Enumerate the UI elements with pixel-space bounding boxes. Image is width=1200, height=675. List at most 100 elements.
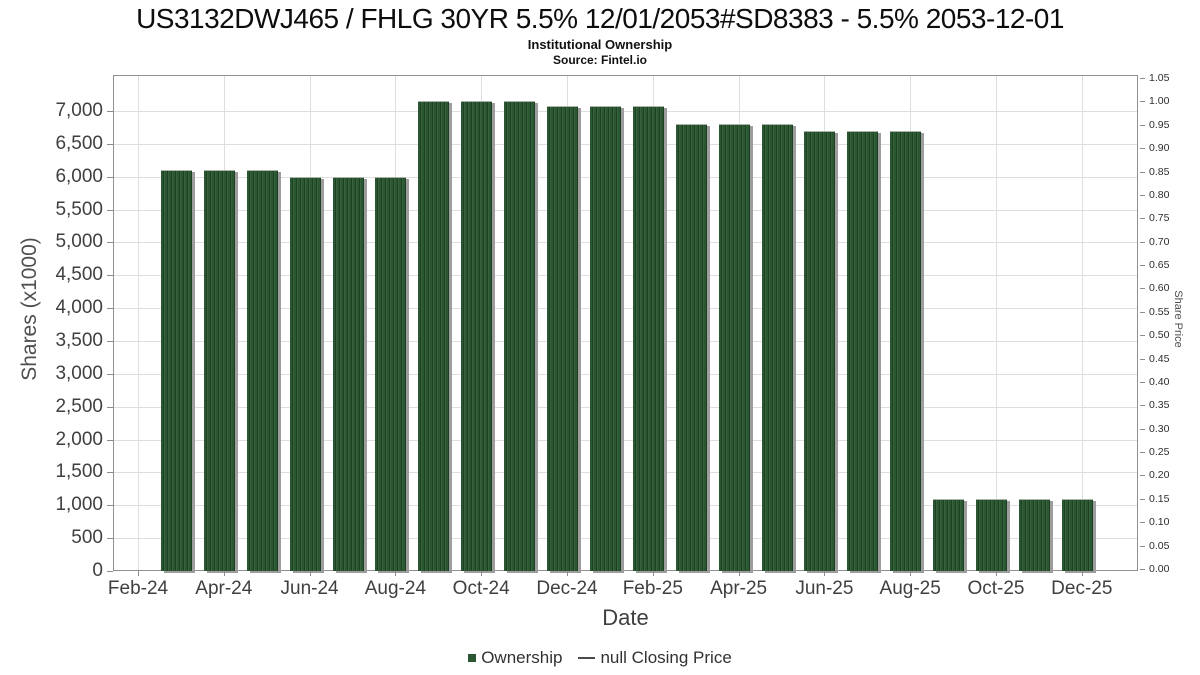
- legend-label: Ownership: [481, 648, 563, 667]
- chart-subtitle: Institutional Ownership: [527, 37, 673, 52]
- gridline-vertical: [138, 76, 139, 570]
- x-axis-tick-label: Oct-24: [452, 578, 510, 599]
- gridline-horizontal: [114, 143, 1137, 145]
- y2-axis-tick: [1140, 498, 1145, 500]
- x-axis-title: Date: [602, 605, 649, 630]
- y2-axis-tick: [1140, 101, 1145, 103]
- y2-axis-tick-label: 0.70: [1149, 235, 1170, 248]
- y-axis-tick-label: 3,000: [55, 362, 103, 384]
- gridline-horizontal: [114, 439, 1137, 441]
- y-axis-tick-label: 3,500: [55, 330, 103, 351]
- gridline-horizontal: [114, 242, 1137, 244]
- y2-axis-tick-label: 0.10: [1149, 516, 1170, 529]
- gridline-horizontal: [114, 308, 1137, 310]
- ownership-bar[interactable]: [589, 105, 621, 571]
- legend-item[interactable]: Ownership: [468, 648, 562, 668]
- legend-square-marker: [468, 654, 477, 662]
- y-axis-tick: [107, 341, 113, 342]
- y2-axis-tick: [1140, 475, 1145, 477]
- y-axis-tick: [107, 439, 113, 441]
- y2-axis-tick: [1140, 545, 1145, 547]
- y2-axis-tick-label: 0.65: [1149, 259, 1170, 272]
- gridline-vertical: [996, 76, 997, 570]
- y-axis-tick-label: 5,500: [55, 198, 103, 220]
- ownership-bar[interactable]: [976, 499, 1007, 571]
- y2-axis-tick-label: 0.40: [1149, 375, 1170, 388]
- x-axis-tick-label: Aug-24: [364, 578, 427, 599]
- ownership-bar[interactable]: [504, 101, 536, 571]
- ownership-bar[interactable]: [547, 105, 578, 571]
- y2-axis-tick-label: 0.55: [1149, 305, 1170, 318]
- gridline-horizontal: [114, 472, 1137, 474]
- chart-title: US3132DWJ465 / FHLG 30YR 5.5% 12/01/2053…: [136, 3, 1064, 34]
- gridline-horizontal: [114, 505, 1137, 507]
- y-axis-title-left: Shares (x1000): [18, 237, 41, 381]
- y-axis-tick: [107, 242, 113, 244]
- y2-axis-tick: [1140, 78, 1145, 79]
- y2-axis-tick: [1140, 241, 1145, 243]
- ownership-bar[interactable]: [418, 101, 450, 571]
- y2-axis-tick: [1140, 381, 1145, 383]
- ownership-bar[interactable]: [804, 131, 836, 571]
- y2-axis-tick: [1140, 194, 1145, 196]
- x-axis-tick-label: Apr-25: [710, 578, 768, 599]
- x-axis-tick-label: Aug-25: [879, 578, 941, 599]
- ownership-bar[interactable]: [1018, 499, 1050, 571]
- y-axis-tick: [107, 571, 113, 572]
- y2-axis-tick-label: 0.25: [1149, 446, 1170, 459]
- ownership-bar[interactable]: [890, 131, 922, 571]
- y-axis-tick-label: 0: [92, 560, 103, 581]
- y2-axis-tick-label: 0.90: [1149, 142, 1170, 155]
- ownership-bar[interactable]: [375, 176, 407, 571]
- gridline-horizontal: [114, 406, 1137, 408]
- y2-axis-tick: [1140, 452, 1145, 454]
- ownership-bar[interactable]: [675, 124, 707, 571]
- ownership-bar[interactable]: [289, 176, 321, 571]
- ownership-bar[interactable]: [933, 499, 965, 571]
- y-axis-tick-label: 4,000: [55, 297, 103, 319]
- x-axis-tick: [738, 571, 740, 576]
- y2-axis-tick-label: 1.05: [1149, 72, 1170, 84]
- y2-axis-tick: [1140, 148, 1145, 150]
- y2-axis-tick: [1140, 569, 1145, 570]
- x-axis-tick-label: Apr-24: [195, 578, 253, 599]
- x-axis-tick: [567, 571, 568, 576]
- gridline-horizontal: [114, 538, 1137, 540]
- y-axis-tick-label: 7,000: [55, 100, 103, 121]
- x-axis-tick: [996, 571, 997, 576]
- plot-area: [113, 75, 1138, 571]
- y-axis-tick: [107, 176, 113, 178]
- y2-axis-tick: [1140, 335, 1145, 337]
- legend-item[interactable]: null Closing Price: [578, 648, 732, 668]
- y2-axis-tick: [1140, 265, 1145, 267]
- ownership-bar[interactable]: [847, 131, 879, 571]
- ownership-bar[interactable]: [332, 176, 364, 571]
- y-axis-tick: [107, 505, 113, 507]
- x-axis-tick: [481, 571, 483, 576]
- y-axis-tick-label: 2,000: [55, 428, 103, 450]
- y2-axis-tick-label: 0.45: [1149, 352, 1170, 365]
- ownership-bar[interactable]: [160, 170, 192, 571]
- x-axis-tick-label: Feb-25: [622, 578, 683, 599]
- ownership-bar[interactable]: [461, 101, 493, 571]
- ownership-bar[interactable]: [203, 170, 235, 571]
- chart-source-label: Source: Fintel.io: [552, 53, 647, 67]
- gridline-vertical: [1081, 76, 1083, 570]
- y2-axis-tick: [1140, 218, 1145, 220]
- x-axis-tick: [138, 571, 139, 576]
- x-axis-tick-label: Dec-25: [1051, 578, 1113, 599]
- ownership-bar[interactable]: [1061, 499, 1093, 571]
- legend: Ownership null Closing Price: [0, 645, 1200, 671]
- ownership-bar[interactable]: [761, 124, 793, 571]
- ownership-bar[interactable]: [632, 105, 664, 571]
- y2-axis-tick-label: 0.95: [1149, 118, 1170, 131]
- x-axis-tick-label: Feb-24: [107, 578, 169, 599]
- y2-axis-tick-label: 0.15: [1149, 492, 1170, 505]
- x-axis-tick: [223, 571, 225, 576]
- ownership-bar[interactable]: [246, 170, 278, 571]
- ownership-bar[interactable]: [718, 124, 750, 571]
- y2-axis-tick: [1140, 428, 1145, 430]
- x-axis-tick: [1081, 571, 1083, 576]
- x-axis-tick-label: Oct-25: [967, 578, 1025, 599]
- y-axis-tick: [107, 275, 113, 277]
